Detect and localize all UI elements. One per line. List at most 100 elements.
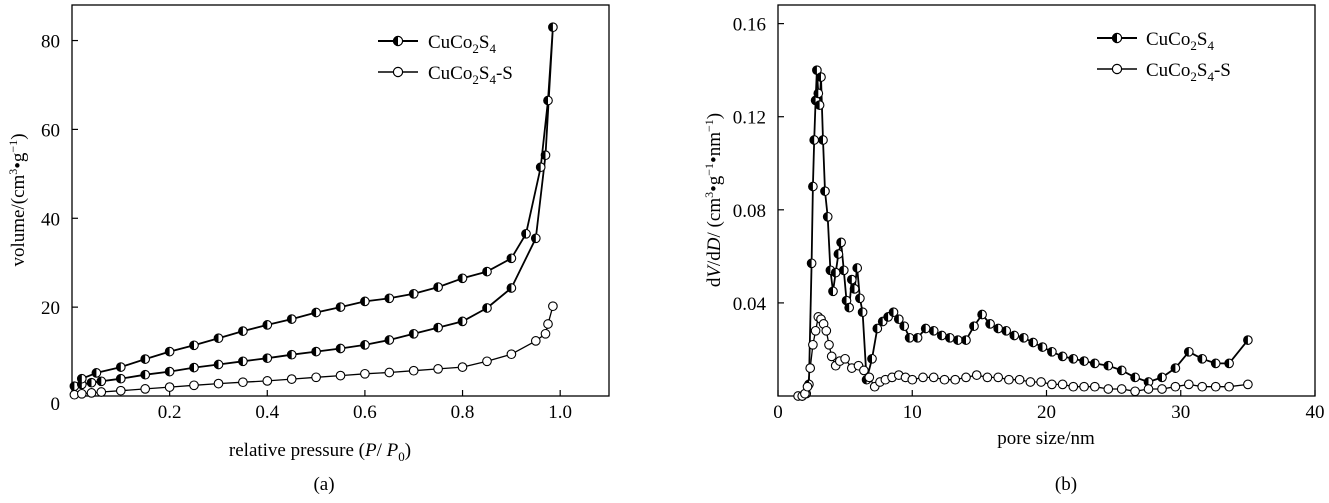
chart-b-xtick-label: 40 xyxy=(1306,402,1325,423)
chart-a-xtick-label: 0.2 xyxy=(158,402,182,423)
chart-b-series-1-point xyxy=(1197,353,1208,364)
chart-a-series-2-point xyxy=(335,370,346,381)
chart-b-series-2-point xyxy=(918,372,928,383)
chart-a-series-1-point xyxy=(535,162,546,173)
chart-a-series-1-point xyxy=(286,314,297,324)
chart-a-series-2-point xyxy=(238,377,248,388)
chart-b-series-2-point xyxy=(826,351,837,362)
chart-b-series-1-point xyxy=(1130,372,1140,383)
chart-b-series-1-point xyxy=(809,135,820,145)
chart-b-series-1-point xyxy=(818,135,828,145)
chart-a-series-1-point xyxy=(530,233,541,244)
chart-a-series-2-point xyxy=(86,388,97,398)
chart-b-series-2-point xyxy=(864,372,875,383)
chart-a-legend-marker-2 xyxy=(392,66,404,78)
chart-a-series-1-point xyxy=(506,253,517,264)
chart-a-series-1-point xyxy=(540,150,551,161)
chart-b-legend-label-1: CuCo2S4 xyxy=(1146,29,1214,53)
chart-b-series-1-point xyxy=(904,332,915,343)
chart-a-legend-label-1: CuCo2S4 xyxy=(428,32,496,56)
chart-b-series-1-point xyxy=(822,211,833,222)
chart-a-series-2-point xyxy=(213,378,224,389)
chart-b-series-1-point xyxy=(857,307,868,318)
chart-a-x-ticks: 0.2 0.4 0.6 0.8 1.0 xyxy=(158,390,572,423)
chart-b-series-1-point xyxy=(912,332,923,343)
chart-b-series-1-point xyxy=(961,335,971,345)
chart-b-series-1-point xyxy=(813,88,824,99)
chart-a-series-1-point xyxy=(457,316,468,327)
chart-a-series-1-line xyxy=(74,26,554,388)
chart-b-series-1-point xyxy=(814,100,825,110)
chart-a-ytick-label: 60 xyxy=(41,120,60,141)
chart-b-series-1-point xyxy=(936,330,947,341)
chart-b-xtick-label: 20 xyxy=(1037,402,1056,423)
chart-b-series-1-point xyxy=(1018,332,1029,343)
chart-b-series-1-point xyxy=(1183,346,1194,357)
chart-b-series-1-point xyxy=(899,321,910,332)
chart-b-series-1-point xyxy=(1001,325,1012,336)
chart-b-series-2-point xyxy=(1014,374,1025,385)
chart-b-series-1-point xyxy=(928,325,939,336)
chart-b-series-1-point xyxy=(888,307,899,318)
chart-b-ytick-label: 0.08 xyxy=(733,201,766,222)
chart-a-series-2-point xyxy=(482,356,492,367)
chart-a-series-1-point xyxy=(335,302,346,312)
chart-a-series-1-point xyxy=(189,340,199,351)
chart-a-series-2-point xyxy=(189,380,199,391)
chart-a-series-1-point xyxy=(115,373,126,384)
chart-a-xtick-label: 0.4 xyxy=(255,402,279,423)
chart-b-series-2-point xyxy=(808,339,818,350)
chart-a-series-2-point xyxy=(408,365,419,376)
chart-b-series-1-point xyxy=(833,249,844,259)
chart-b-series-1-point xyxy=(1243,335,1253,345)
chart-a-series-1-point xyxy=(96,376,107,387)
chart-a-series-2-point xyxy=(543,319,553,329)
chart-a-series-2-point xyxy=(457,362,468,372)
chart-b-series-2-point xyxy=(1224,381,1234,392)
chart-a-series-2-point xyxy=(360,368,370,379)
chart-b-series-1-point xyxy=(844,302,855,313)
chart-a-ylabel: volume/(cm3•g−1) xyxy=(6,133,29,266)
chart-b-caption: (b) xyxy=(1055,474,1077,495)
chart-a-series-2-point xyxy=(76,388,87,399)
chart-b-series-2-point xyxy=(961,372,971,383)
chart-b-series-1-point xyxy=(1116,365,1127,376)
chart-b-series-1-point xyxy=(836,237,846,248)
chart-a-series-2-point xyxy=(384,367,395,378)
chart-b-series-1-point xyxy=(812,65,822,76)
chart-b-series-1-point xyxy=(1103,360,1114,371)
chart-a-series-2-point xyxy=(262,376,273,386)
chart-b-series-1-point xyxy=(993,323,1004,334)
chart-a-series-1-point xyxy=(115,362,126,372)
chart-a-series-1-point xyxy=(262,353,273,364)
chart-b-series-2-point xyxy=(1243,379,1253,390)
chart-b-xtick-label: 0 xyxy=(773,402,783,423)
chart-a-series-2-point xyxy=(540,328,551,339)
chart-a-series-1-point xyxy=(189,362,199,373)
chart-a-series-1-point xyxy=(311,346,321,357)
chart-a-series-2-point xyxy=(506,349,517,360)
chart-b-series-1-point xyxy=(969,321,979,332)
chart-b-series-1-point xyxy=(1224,358,1234,369)
chart-b-series-2-point xyxy=(928,372,939,383)
chart-b-series-2-point xyxy=(840,353,850,364)
chart-b-series-2-point xyxy=(950,374,961,385)
chart-b-series-2-point xyxy=(821,325,832,336)
chart-b-series-2-point xyxy=(1143,384,1154,394)
chart-b-series-1-point xyxy=(806,258,817,269)
chart-a-series-1-point xyxy=(164,346,175,357)
chart-a-series-2-point xyxy=(311,372,321,383)
chart-a-series-1-point xyxy=(457,273,468,284)
chart-a-frame xyxy=(71,4,610,397)
chart-a-series-1-point xyxy=(140,354,151,364)
chart-a-series-2-point xyxy=(286,374,297,384)
chart-b-series-2-point xyxy=(1004,374,1014,385)
chart-b-series-1-point xyxy=(893,314,904,325)
chart-b-series-1-point xyxy=(816,72,826,82)
chart-a-legend-marker-1 xyxy=(392,35,404,47)
chart-a-ytick-label: 20 xyxy=(41,298,60,319)
chart-b-series-1-point xyxy=(1089,358,1100,369)
chart-b-series-1-point xyxy=(846,274,857,285)
chart-b-series-2-point xyxy=(805,363,816,373)
